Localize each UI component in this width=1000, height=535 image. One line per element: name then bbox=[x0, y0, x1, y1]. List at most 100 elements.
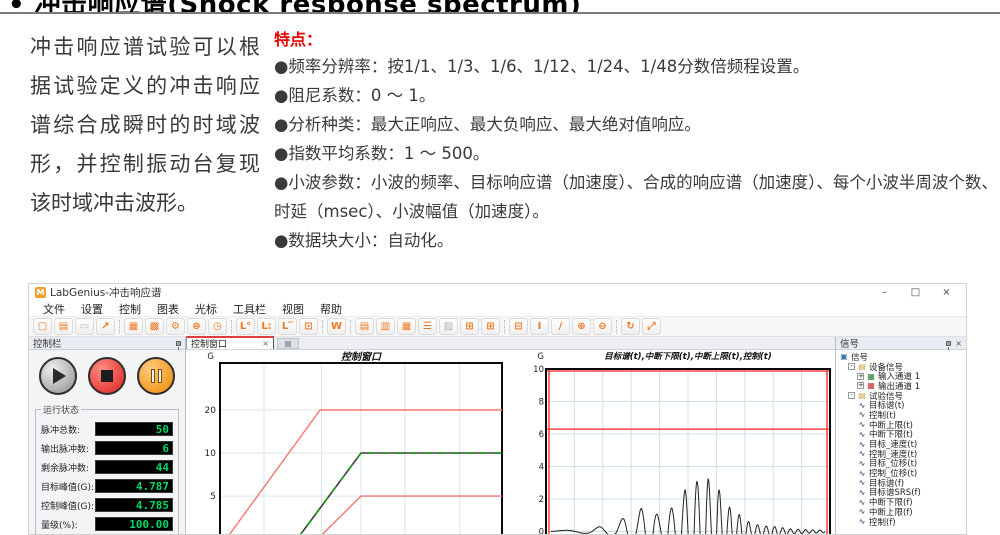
menu-item-控制[interactable]: 控制 bbox=[119, 302, 141, 316]
save-icon[interactable]: ▤ bbox=[54, 318, 73, 335]
svg-text:G: G bbox=[537, 352, 544, 362]
layout-dual-icon[interactable]: ▥ bbox=[376, 318, 395, 335]
run-status-rows: 脉冲总数: 50 输出脉冲数: 6 剩余脉冲数: 44 目标峰值(G): 4.787 控制峰值(… bbox=[41, 422, 173, 534]
minimize-button[interactable]: – bbox=[882, 287, 887, 298]
output-device-icon[interactable]: ▩ bbox=[145, 318, 164, 335]
slope-cursor-icon[interactable]: / bbox=[551, 318, 570, 335]
tree-item[interactable]: ∿ 目标谱(f) bbox=[839, 478, 966, 489]
zoom-in-icon[interactable]: ⊕ bbox=[572, 318, 591, 335]
tree-item[interactable]: ∿ 控制(t) bbox=[839, 410, 966, 421]
pause-button[interactable] bbox=[137, 357, 175, 395]
tree-item-label: 目标谱SRS(f) bbox=[869, 488, 921, 499]
vertical-cursor-icon[interactable]: Ⅰ bbox=[530, 318, 549, 335]
window-controls: – □ × bbox=[869, 287, 962, 298]
svg-text:4: 4 bbox=[539, 463, 544, 473]
refresh-icon[interactable]: ↻ bbox=[621, 318, 640, 335]
start-button[interactable] bbox=[39, 357, 77, 395]
chart-area: 控制窗口 × ▦ 控制窗口 G 20 10 5 目标谱(t),中断下限(t),中断上限(… bbox=[186, 336, 835, 534]
tree-item[interactable]: ∿ 控制_位移(t) bbox=[839, 468, 966, 480]
cursor-copy-icon[interactable]: ⊡ bbox=[299, 318, 318, 335]
tree-item[interactable]: ∿ 中断上限(f) bbox=[839, 507, 966, 518]
menu-item-工具栏[interactable]: 工具栏 bbox=[233, 302, 266, 316]
layout-single-icon[interactable]: ▤ bbox=[355, 318, 374, 335]
layout-quad-icon[interactable]: ▦ bbox=[397, 318, 416, 335]
stop-button[interactable] bbox=[88, 357, 126, 395]
tree-item[interactable]: + ▦ 输出通道 1 bbox=[839, 381, 966, 392]
svg-text:10: 10 bbox=[205, 449, 217, 459]
horizontal-cursor-icon[interactable]: ⊟ bbox=[509, 318, 528, 335]
waveform-icon: ∿ bbox=[858, 439, 866, 449]
menu-item-帮助[interactable]: 帮助 bbox=[320, 302, 342, 316]
maximize-button[interactable]: □ bbox=[910, 287, 921, 298]
schedule-clock-icon[interactable]: ◷ bbox=[208, 318, 227, 335]
control-loop-icon[interactable]: ⊜ bbox=[187, 318, 206, 335]
svg-text:目标谱(t),中断下限(t),中断上限(t),控制(t): 目标谱(t),中断下限(t),中断上限(t),控制(t) bbox=[604, 351, 772, 362]
open-icon[interactable]: ▭ bbox=[75, 318, 94, 335]
toolbar-separator bbox=[616, 319, 617, 334]
tab-mini-chart[interactable]: ▦ bbox=[277, 338, 299, 349]
tree-item[interactable]: - ▤ 设备信号 bbox=[839, 362, 966, 373]
tree-item[interactable]: - ▤ 试验信号 bbox=[839, 391, 966, 402]
tree-expander-icon[interactable]: + bbox=[857, 371, 864, 380]
tree-item[interactable]: ∿ 目标谱(t) bbox=[839, 400, 966, 412]
tree-item-label: 控制(f) bbox=[869, 517, 896, 527]
status-label: 控制峰值(G): bbox=[41, 501, 95, 512]
feature-item: ●阻尼系数：0 ～ 1。 bbox=[274, 86, 436, 105]
tree-item-label: 中断上限(t) bbox=[869, 420, 913, 431]
intro-paragraph: 冲击响应谱试验可以根据试验定义的冲击响应谱综合成瞬时的时域波形，并控制振动台复现… bbox=[30, 35, 260, 215]
close-button[interactable]: × bbox=[942, 287, 951, 298]
input-device-icon[interactable]: ▦ bbox=[124, 318, 143, 335]
cursor-peak-icon[interactable]: L° bbox=[236, 318, 255, 335]
window-title: LabGenius-冲击响应谱 bbox=[50, 287, 162, 299]
tree-item[interactable]: ∿ 中断上限(t) bbox=[839, 420, 966, 431]
tree-item[interactable]: ∿ 目标_位移(t) bbox=[839, 459, 966, 470]
tree-item[interactable]: ∿ 目标谱SRS(f) bbox=[839, 488, 966, 499]
tree-expander-icon[interactable]: + bbox=[857, 381, 864, 390]
tree-item-label: 中断下限(t) bbox=[869, 430, 913, 441]
tree-expander-icon[interactable]: - bbox=[848, 392, 855, 400]
tree-item-label: 试验信号 bbox=[869, 391, 904, 402]
tree-item[interactable]: ∿ 中断下限(f) bbox=[839, 497, 966, 509]
cursor-rms-icon[interactable]: L‾ bbox=[278, 318, 297, 335]
new-file-icon[interactable]: ▢ bbox=[33, 318, 52, 335]
chart-tab-bar: 控制窗口 × ▦ bbox=[186, 336, 835, 350]
tree-expander-icon[interactable]: - bbox=[848, 363, 855, 371]
menu-item-文件[interactable]: 文件 bbox=[43, 302, 65, 316]
control-window-chart-svg: 控制窗口 G 20 10 5 bbox=[205, 351, 503, 534]
zoom-out-icon[interactable]: ⊖ bbox=[593, 318, 612, 335]
export-icon[interactable]: ↗ bbox=[96, 318, 115, 335]
status-row: 量级(%): 100.00 bbox=[41, 517, 173, 531]
tree-item[interactable]: ∿ 控制(f) bbox=[839, 517, 966, 527]
tree-item[interactable]: ∿ 中断下限(t) bbox=[839, 430, 966, 441]
layout-grid8-icon[interactable]: ⊞ bbox=[481, 318, 500, 335]
waveform-icon: ∿ bbox=[858, 400, 866, 410]
panel-close-icon[interactable]: × bbox=[955, 338, 962, 348]
svg-text:8: 8 bbox=[539, 398, 544, 408]
menu-item-图表[interactable]: 图表 bbox=[157, 302, 179, 316]
tree-item[interactable]: ▣ 信号 bbox=[839, 352, 966, 363]
svg-text:5: 5 bbox=[210, 492, 216, 502]
folder-icon: ▤ bbox=[858, 391, 866, 401]
word-report-icon[interactable]: W bbox=[327, 318, 346, 335]
cursor-harmonic-icon[interactable]: L: bbox=[257, 318, 276, 335]
pin-icon[interactable] bbox=[176, 340, 181, 350]
menu-item-设置[interactable]: 设置 bbox=[81, 302, 103, 316]
output-channel-icon: ▦ bbox=[867, 381, 875, 391]
run-status-label: 运行状态 bbox=[43, 406, 80, 416]
settings-icon[interactable]: ⚙ bbox=[166, 318, 185, 335]
fit-screen-icon[interactable]: ⤢ bbox=[642, 318, 661, 335]
layout-grid4-icon[interactable]: ⊞ bbox=[460, 318, 479, 335]
tab-close-icon[interactable]: × bbox=[262, 339, 269, 348]
svg-text:2: 2 bbox=[539, 495, 544, 505]
waveform-icon: ∿ bbox=[858, 449, 866, 459]
waveform-icon: ∿ bbox=[858, 410, 866, 420]
chart-style-icon[interactable]: ▨ bbox=[439, 318, 458, 335]
signal-manager-icon[interactable]: ☰ bbox=[418, 318, 437, 335]
menu-item-视图[interactable]: 视图 bbox=[282, 302, 304, 316]
pin-icon[interactable] bbox=[946, 340, 952, 350]
tree-item[interactable]: + ▦ 输入通道 1 bbox=[839, 371, 966, 382]
menu-item-光标[interactable]: 光标 bbox=[195, 302, 217, 316]
tree-item[interactable]: ∿ 目标_速度(t) bbox=[839, 439, 966, 451]
tab-control-window[interactable]: 控制窗口 × bbox=[186, 336, 274, 350]
tree-item[interactable]: ∿ 控制_速度(t) bbox=[839, 449, 966, 460]
